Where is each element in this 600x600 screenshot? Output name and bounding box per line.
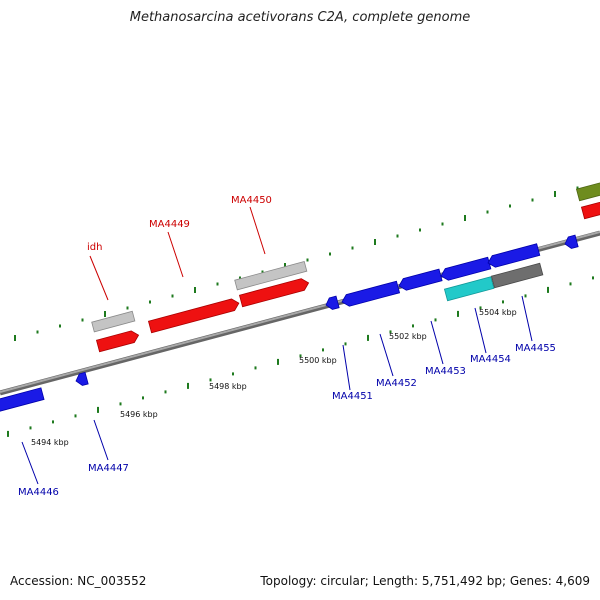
gene-label-ma4453[interactable]: MA4453	[425, 366, 466, 377]
gene-ma4453[interactable]	[397, 268, 443, 292]
gene-ma4451[interactable]	[324, 295, 340, 311]
accession-text: Accession: NC_003552	[10, 574, 147, 588]
kbp-label-5504: 5504 kbp	[479, 308, 517, 317]
gene-ma4450-gray[interactable]	[234, 261, 308, 291]
gene-labels-bottom: MA4446 MA4447 MA4451 MA4452 MA4453 MA445…	[18, 343, 556, 498]
leader-lines	[21, 206, 533, 485]
map-title: Methanosarcina acetivorans C2A, complete…	[129, 10, 471, 25]
gene-label-ma4455[interactable]: MA4455	[515, 343, 556, 354]
genome-summary-text: Topology: circular; Length: 5,751,492 bp…	[260, 574, 590, 588]
gene-labels-top: idh MA4449 MA4450	[87, 195, 272, 253]
gene-ma4447[interactable]	[74, 371, 89, 386]
reverse-strand-genes	[0, 234, 579, 413]
gene-label-ma4454[interactable]: MA4454	[470, 354, 511, 365]
kbp-label-5494: 5494 kbp	[31, 438, 69, 447]
kbp-scale-labels: 5494 kbp 5496 kbp 5498 kbp 5500 kbp 5502…	[31, 308, 517, 447]
kbp-label-5500: 5500 kbp	[299, 356, 337, 365]
gene-ma4455[interactable]	[486, 243, 541, 269]
gene-ma4452[interactable]	[340, 280, 401, 308]
gene-idh-gray[interactable]	[91, 310, 136, 333]
gene-idh[interactable]	[95, 329, 140, 353]
gene-ma4455-dark[interactable]	[490, 262, 544, 289]
gene-label-ma4450[interactable]: MA4450	[231, 195, 272, 206]
forward-strand-genes	[91, 180, 600, 353]
gene-ma4450[interactable]	[238, 277, 310, 308]
kbp-label-5502: 5502 kbp	[389, 332, 427, 341]
gene-label-ma4451[interactable]: MA4451	[332, 391, 373, 402]
gene-label-ma4449[interactable]: MA4449	[149, 219, 190, 230]
gene-label-ma4446[interactable]: MA4446	[18, 487, 59, 498]
kbp-label-5498: 5498 kbp	[209, 382, 247, 391]
gene-olive-edge[interactable]	[575, 180, 600, 202]
kbp-label-5496: 5496 kbp	[120, 410, 158, 419]
gene-label-idh[interactable]: idh	[87, 242, 102, 253]
gene-ma4446[interactable]	[0, 387, 45, 413]
gene-label-ma4447[interactable]: MA4447	[88, 463, 129, 474]
gene-ma4454-cyan[interactable]	[443, 276, 495, 302]
gene-ma4454[interactable]	[439, 256, 492, 282]
gene-label-ma4452[interactable]: MA4452	[376, 378, 417, 389]
gene-red-edge[interactable]	[580, 200, 600, 220]
gene-ma4449[interactable]	[147, 297, 240, 334]
gene-blue-edge[interactable]	[563, 234, 579, 250]
